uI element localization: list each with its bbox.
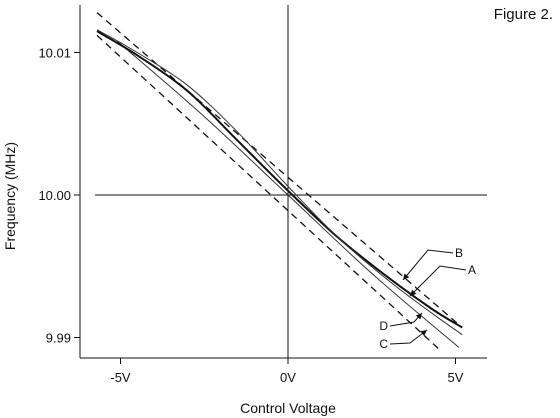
chart-axes: 10.01 10.00 9.99 -5V 0V 5V: [38, 5, 487, 385]
curve-label-d: D: [379, 319, 388, 333]
leader-line-c: [389, 329, 428, 345]
leader-arrowhead-a: [410, 289, 417, 296]
y-tick-label: 10.01: [38, 46, 71, 61]
chart-annotations: AB DC: [379, 246, 476, 351]
series-line-bound-2: [96, 34, 440, 350]
x-tick-label: 0V: [280, 370, 296, 385]
figure-label: Figure 2.: [494, 6, 553, 23]
chart-curves: [96, 12, 463, 350]
leader-arrowhead-b: [403, 273, 410, 280]
leader-arrowhead-c: [420, 330, 427, 336]
curve-label-a: A: [468, 263, 476, 277]
leader-arrowhead-d: [415, 313, 422, 320]
x-tick-label: -5V: [110, 370, 131, 385]
leader-line-a: [409, 265, 467, 297]
series-line-b: [96, 12, 463, 328]
x-tick-label: 5V: [448, 370, 464, 385]
series-line-c: [96, 30, 463, 329]
y-axis-title: Frequency (MHz): [2, 142, 18, 250]
curve-label-b: B: [455, 246, 463, 260]
series-line-a: [116, 40, 460, 348]
leader-line-b: [402, 249, 454, 281]
y-tick-label: 9.99: [46, 331, 71, 346]
x-axis-title: Control Voltage: [240, 400, 336, 416]
curve-label-c: C: [379, 337, 388, 351]
y-tick-label: 10.00: [38, 188, 71, 203]
series-line-d: [96, 29, 463, 336]
